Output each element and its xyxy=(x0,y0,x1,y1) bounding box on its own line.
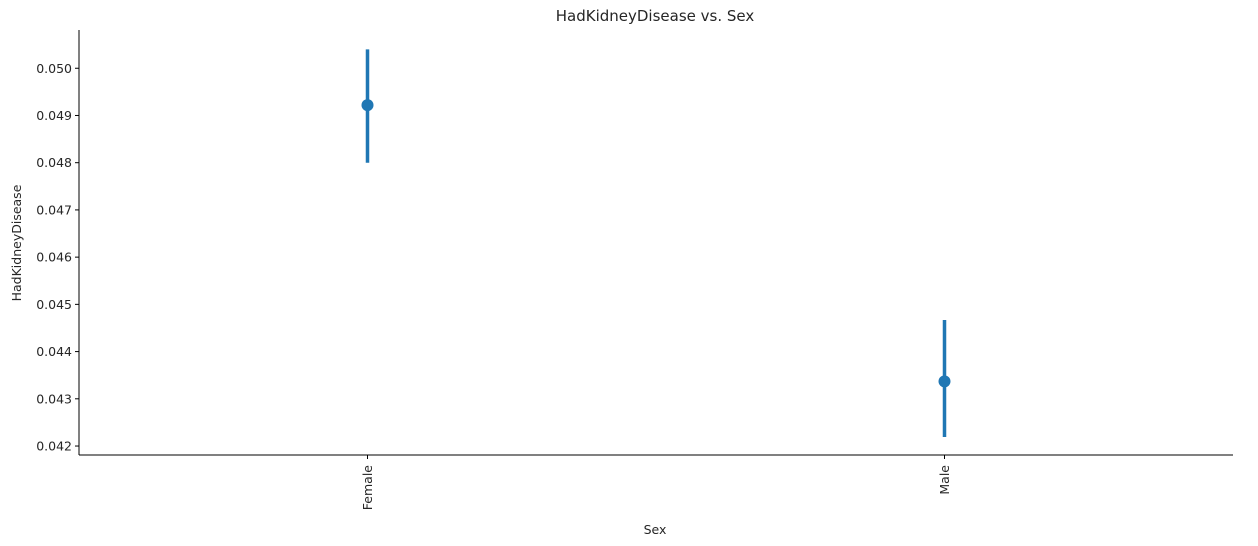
y-tick-label: 0.047 xyxy=(36,202,72,217)
y-tick-label: 0.045 xyxy=(36,297,72,312)
point-male xyxy=(938,375,951,388)
y-tick-label: 0.044 xyxy=(36,344,72,359)
point-female xyxy=(361,99,374,112)
y-tick-label: 0.048 xyxy=(36,155,72,170)
y-tick-label: 0.049 xyxy=(36,108,72,123)
chart-title: HadKidneyDisease vs. Sex xyxy=(556,7,755,25)
y-axis-ticks: 0.042 0.043 0.044 0.045 0.046 0.047 0.048 0.049… xyxy=(36,61,79,454)
x-tick-label: Female xyxy=(360,465,375,511)
x-axis-label: Sex xyxy=(644,522,667,537)
plot-area xyxy=(361,49,951,438)
y-axis-label: HadKidneyDisease xyxy=(9,184,24,301)
x-axis-ticks: Female Male xyxy=(360,455,952,510)
y-tick-label: 0.042 xyxy=(36,439,72,454)
y-tick-label: 0.050 xyxy=(36,61,72,76)
y-tick-label: 0.046 xyxy=(36,250,72,265)
y-tick-label: 0.043 xyxy=(36,391,72,406)
x-tick-label: Male xyxy=(937,465,952,495)
